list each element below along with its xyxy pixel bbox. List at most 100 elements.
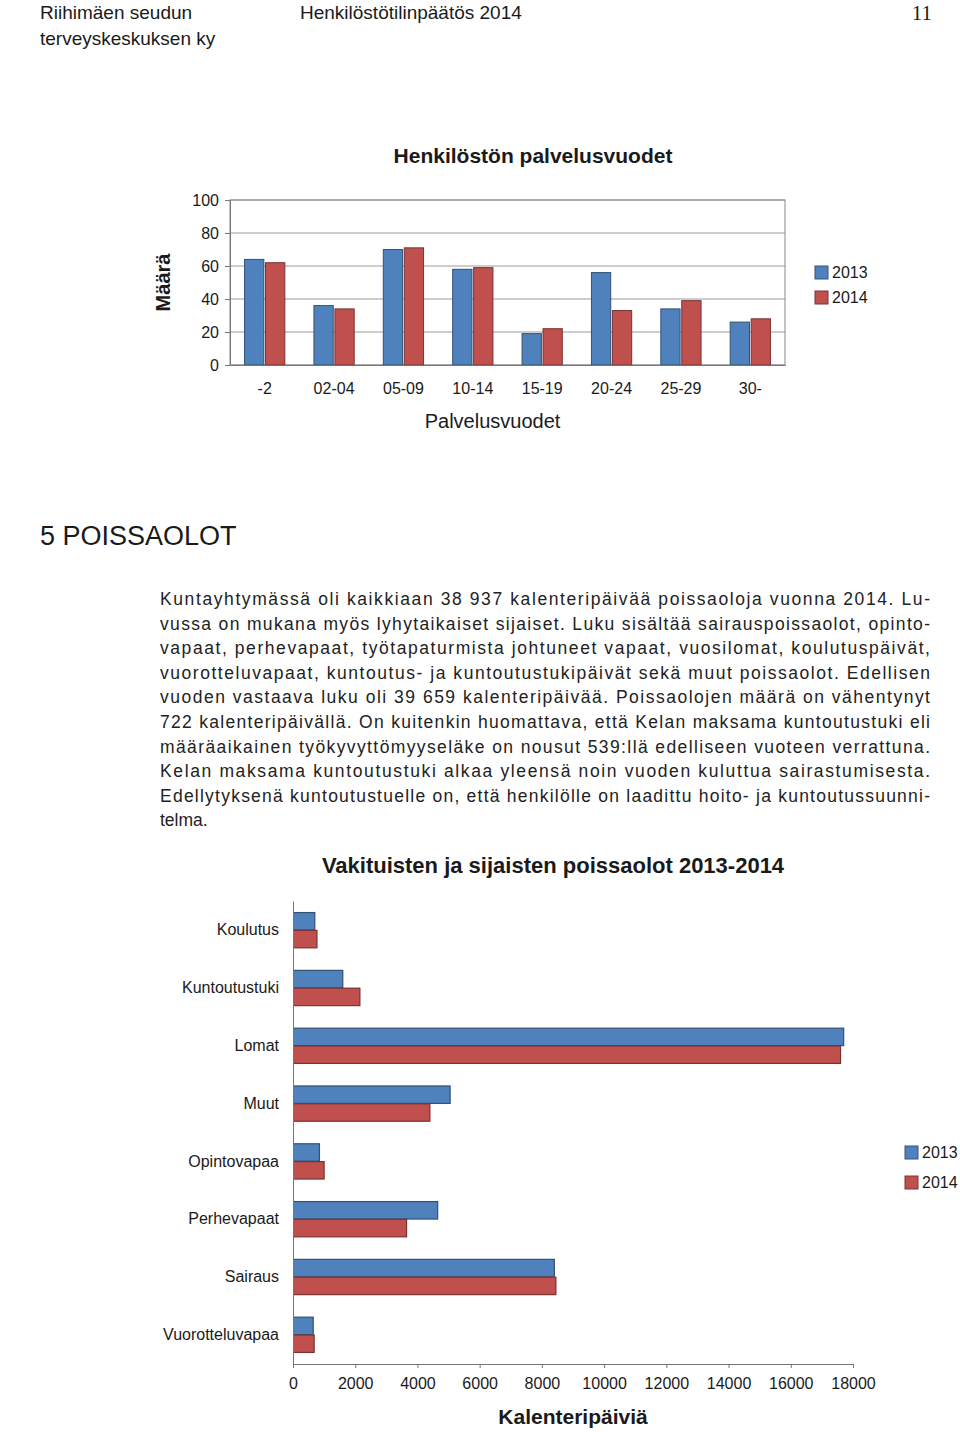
bar (293, 1104, 430, 1121)
bar (404, 248, 423, 365)
x-tick: 25-29 (660, 365, 701, 397)
header-org: Riihimäen seudun (40, 2, 192, 23)
tick-mark (355, 1364, 356, 1368)
bar (293, 1028, 844, 1045)
bars (293, 913, 844, 1353)
bar (543, 329, 562, 365)
bar (453, 269, 472, 365)
tick-label: 14000 (707, 1375, 752, 1392)
tick-mark (417, 1364, 418, 1368)
tick-label: Muut (243, 1095, 279, 1112)
tick-mark (480, 1364, 481, 1368)
tick-label: 40 (201, 291, 219, 308)
header: Riihimäen seudunterveyskeskuksen kyHenki… (40, 1, 932, 49)
tick-label: 12000 (645, 1375, 690, 1392)
paragraph-line: Edellytyksenä kuntoutustuelle on, että h… (160, 786, 930, 806)
y-tick: 80 (201, 225, 230, 242)
axis-line (294, 1364, 854, 1365)
legend-item: 2013 (905, 1144, 958, 1161)
x-tick: 20-24 (591, 365, 632, 397)
x-tick: 2000 (338, 1364, 374, 1392)
tick-label: 0 (289, 1375, 298, 1392)
y-axis: Koulutus Kuntoutustuki Lomat Muut Opintovapa… (163, 902, 293, 1365)
tick-label: Koulutus (217, 921, 279, 938)
tick-mark (293, 1364, 294, 1368)
bar (293, 930, 317, 947)
bar (293, 1259, 554, 1276)
x-tick: 8000 (525, 1364, 561, 1392)
page: Riihimäen seudunterveyskeskuksen kyHenki… (0, 0, 960, 1432)
tick-mark (853, 1364, 854, 1368)
y-tick: Opintovapaa (188, 1153, 293, 1170)
x-tick: 12000 (645, 1364, 690, 1392)
tick-label: 2000 (338, 1375, 374, 1392)
tick-label: 30- (739, 380, 762, 397)
y-tick: Kuntoutustuki (182, 979, 293, 996)
legend-item: 2013 (815, 264, 868, 281)
paragraph-line: vuoden vastaava luku oli 39 659 kalenter… (160, 687, 930, 707)
x-tick: 0 (289, 1364, 298, 1392)
y-axis: 0 20 40 60 80 100 (192, 192, 230, 374)
tick-label: 20 (201, 324, 219, 341)
bar (266, 263, 285, 365)
legend-item: 2014 (905, 1174, 958, 1191)
legend: 20132014 (815, 264, 868, 306)
y-tick: Vuorotteluvapaa (163, 1326, 293, 1343)
x-tick: 15-19 (522, 365, 563, 397)
y-tick: 100 (192, 192, 230, 209)
y-tick: Perhevapaat (188, 1210, 293, 1227)
tick-label: 60 (201, 258, 219, 275)
tick-label: Sairaus (225, 1268, 279, 1285)
bar (293, 1317, 313, 1334)
y-tick: 20 (201, 324, 230, 341)
y-tick: 0 (210, 357, 230, 374)
paragraph-line: Kelan maksama kuntoutustuki alkaa yleens… (160, 761, 930, 781)
bar (293, 1335, 314, 1352)
tick-label: Lomat (235, 1037, 280, 1054)
tick-mark (542, 1364, 543, 1368)
bar (383, 250, 402, 366)
chart: Vakituisten ja sijaisten poissaolot 2013… (163, 853, 958, 1428)
tick-mark (225, 266, 230, 267)
x-axis: -202-0405-0910-1415-1920-2425-2930- (231, 365, 786, 397)
paragraph-line: vuorotteluvapaat, kuntoutus- ja kuntoutu… (160, 663, 930, 683)
bar (293, 970, 343, 987)
bar (314, 306, 333, 365)
page-number: 11 (912, 1, 932, 25)
axis-line (293, 902, 294, 1365)
legend-swatch (815, 291, 828, 304)
tick-mark (604, 1364, 605, 1368)
chart-title: Vakituisten ja sijaisten poissaolot 2013… (322, 853, 785, 878)
bar (293, 1277, 556, 1294)
paragraph-line: määräaikainen työkyvyttömyyseläke on nou… (160, 737, 930, 757)
tick-label: 10-14 (452, 380, 493, 397)
legend-label: 2013 (922, 1144, 958, 1161)
tick-label: 25-29 (660, 380, 701, 397)
tick-label: 16000 (769, 1375, 814, 1392)
tick-label: 0 (210, 357, 219, 374)
bar (293, 1144, 319, 1161)
plot-frame (230, 200, 785, 365)
x-tick: 14000 (707, 1364, 752, 1392)
axis-title: Palvelusvuodet (425, 410, 561, 432)
legend-label: 2014 (922, 1174, 958, 1191)
y-tick: Koulutus (217, 921, 293, 938)
chart: Henkilöstön palvelusvuodet020406080100-2… (152, 144, 868, 432)
tick-mark (225, 200, 230, 201)
bar (335, 309, 354, 365)
grid-line (230, 266, 785, 267)
tick-label: Vuorotteluvapaa (163, 1326, 279, 1343)
paragraph-line: vussa on mukana myös lyhytaikaiset sijai… (160, 614, 930, 634)
x-tick: 16000 (769, 1364, 814, 1392)
tick-label: 20-24 (591, 380, 632, 397)
bars (245, 248, 771, 365)
bar (293, 1219, 407, 1236)
x-tick: 30- (739, 365, 762, 397)
tick-mark (225, 332, 230, 333)
paragraph-line: 722 kalenteripäivällä. On kuitenkin huom… (160, 712, 930, 732)
tick-label: Perhevapaat (188, 1210, 279, 1227)
y-tick: 60 (201, 258, 230, 275)
grid-line (230, 299, 785, 300)
tick-label: 100 (192, 192, 219, 209)
paragraph-line: Kuntayhtymässä oli kaikkiaan 38 937 kale… (160, 589, 930, 609)
